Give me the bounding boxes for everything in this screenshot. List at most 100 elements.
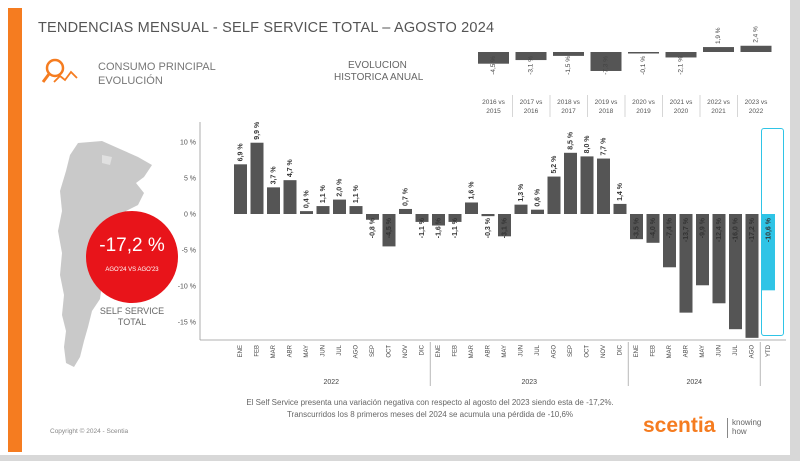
- annual-category-label: 2022: [749, 108, 764, 115]
- historical-line1: EVOLUCION: [348, 60, 407, 71]
- month-bar: [481, 214, 495, 217]
- annual-chart: -4,5 % 2016 vs 2015 -3,1 % 2017 vs 2016 -1,5 %…: [478, 26, 772, 117]
- month-tick-label: ENE: [634, 345, 640, 357]
- month-tick-label: MAY: [502, 345, 508, 358]
- annual-category-label: 2018 vs: [557, 99, 581, 106]
- month-tick-label: SEP: [370, 345, 376, 357]
- month-bar: [679, 214, 693, 313]
- annual-category-label: 2021: [711, 108, 726, 115]
- variation-value: -17,2 %: [99, 235, 165, 256]
- month-tick-label: JUN: [321, 345, 327, 357]
- bar-data-label: -0,8 %: [369, 217, 376, 238]
- month-tick-label: AGO: [552, 345, 558, 359]
- month-bar: [267, 187, 280, 214]
- month-tick-label: OCT: [585, 345, 591, 358]
- month-tick-label: MAR: [271, 344, 277, 358]
- month-bar: [498, 214, 511, 237]
- y-tick-label: 0 %: [184, 212, 196, 219]
- annual-bar: [590, 52, 622, 71]
- bar-data-label: 1,3 %: [518, 183, 525, 202]
- annual-category-label: 2020: [674, 108, 689, 115]
- bar-data-label: -16,0 %: [732, 217, 739, 242]
- month-tick-label: JUL: [733, 344, 739, 355]
- annual-bar-label: 1,9 %: [715, 27, 722, 44]
- annual-category-label: 2022 vs: [707, 99, 731, 106]
- month-bar: [729, 214, 742, 330]
- month-bar: [646, 214, 660, 243]
- ytd-bar: [762, 214, 775, 291]
- month-tick-label: ENE: [436, 345, 442, 357]
- bar-data-label: 7,7 %: [600, 137, 607, 156]
- bar-data-label: 1,1 %: [320, 184, 327, 203]
- month-bar: [712, 214, 726, 304]
- annual-category-label: 2018: [599, 108, 614, 115]
- accent-bar: [8, 8, 22, 452]
- month-bar: [663, 214, 676, 268]
- annual-bar: [665, 52, 697, 58]
- month-bar: [415, 214, 429, 222]
- month-tick-label: YTD: [766, 344, 772, 357]
- annual-bar-label: -1,5 %: [565, 56, 572, 75]
- month-bar: [366, 214, 379, 220]
- bar-data-label: -12,4 %: [716, 217, 723, 242]
- chart-canvas: -4,5 % 2016 vs 2015 -3,1 % 2017 vs 2016 -1,5 %…: [178, 26, 786, 386]
- bar-data-label: 1,4 %: [617, 182, 624, 201]
- annual-category-label: 2020 vs: [632, 99, 656, 106]
- historical-line2: HISTORICA ANUAL: [334, 72, 424, 83]
- notes-line1: El Self Service presenta una variación n…: [246, 398, 614, 407]
- month-tick-label: OCT: [387, 345, 393, 358]
- slide: TENDENCIAS MENSUAL - SELF SERVICE TOTAL …: [0, 0, 790, 455]
- monthly-chart: 10 % 5 % 0 % -5 % -10 % -15 % 6,9 % ENE 9,9 % FEB…: [178, 121, 786, 386]
- month-tick-label: FEB: [255, 345, 261, 357]
- annual-bar-label: -0,1 %: [640, 56, 647, 75]
- month-tick-label: FEB: [651, 345, 657, 357]
- bar-data-label: 1,6 %: [468, 181, 475, 200]
- y-tick-label: -10 %: [178, 284, 196, 291]
- annual-bar: [703, 47, 734, 52]
- year-group-label: 2024: [686, 379, 702, 386]
- month-tick-label: ENE: [238, 345, 244, 357]
- y-tick-label: -5 %: [182, 248, 196, 255]
- month-tick-label: DIC: [618, 344, 624, 355]
- month-bar: [580, 156, 594, 214]
- bar-data-label: 0,7 %: [402, 187, 409, 206]
- section-line2: EVOLUCIÓN: [98, 75, 163, 87]
- y-tick-label: -15 %: [178, 320, 196, 327]
- month-tick-label: SEP: [568, 345, 574, 357]
- bar-data-label: 2,0 %: [336, 178, 343, 197]
- annual-bar: [740, 45, 772, 52]
- annual-bar: [515, 52, 547, 61]
- y-tick-label: 10 %: [180, 140, 196, 147]
- bar-data-label: -1,1 %: [419, 217, 426, 238]
- notes: El Self Service presenta una variación n…: [190, 397, 670, 421]
- variation-caption: AGO'24 VS AGO'23: [105, 267, 159, 273]
- bar-data-label: -1,1 %: [452, 217, 459, 238]
- bar-data-label: -3,5 %: [633, 217, 640, 238]
- month-bar: [613, 203, 627, 214]
- annual-category-label: 2017 vs: [520, 99, 544, 106]
- map-label-line2: TOTAL: [117, 317, 147, 327]
- month-tick-label: JUN: [519, 345, 525, 357]
- page-title: TENDENCIAS MENSUAL - SELF SERVICE TOTAL …: [38, 20, 495, 36]
- variation-badge: -17,2 % AGO'24 VS AGO'23: [86, 211, 178, 303]
- month-bar: [547, 176, 561, 214]
- tagline-line2: how: [732, 427, 747, 436]
- bar-data-label: 0,6 %: [534, 188, 541, 207]
- annual-bar: [628, 52, 659, 54]
- month-tick-label: DIC: [420, 344, 426, 355]
- month-tick-label: FEB: [453, 345, 459, 357]
- month-tick-label: JUL: [337, 344, 343, 355]
- month-tick-label: ABR: [288, 344, 294, 357]
- map-label: SELF SERVICE TOTAL: [92, 306, 172, 328]
- bar-data-label: -0,3 %: [485, 217, 492, 238]
- month-tick-label: MAY: [304, 345, 310, 358]
- month-bar: [630, 214, 643, 240]
- bar-data-label: -3,1 %: [501, 217, 508, 238]
- y-tick-label: 5 %: [184, 176, 196, 183]
- month-bar: [597, 158, 610, 214]
- year-group-label: 2023: [521, 379, 537, 386]
- annual-bar-label: -7,3 %: [603, 56, 610, 75]
- month-tick-label: MAR: [469, 344, 475, 358]
- annual-bar: [478, 52, 509, 64]
- month-tick-label: MAR: [667, 344, 673, 358]
